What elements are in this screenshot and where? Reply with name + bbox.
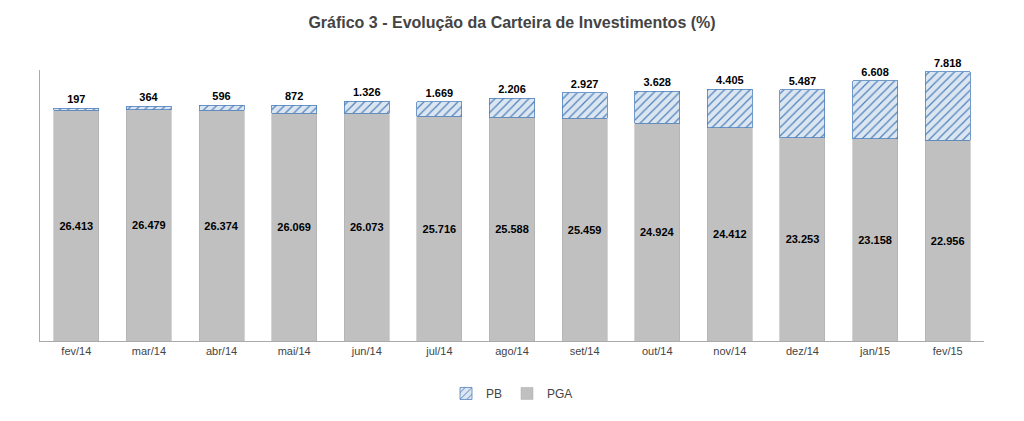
svg-text:fev/15: fev/15	[933, 345, 963, 357]
svg-text:ago/14: ago/14	[495, 345, 529, 357]
svg-text:3.628: 3.628	[643, 76, 671, 88]
svg-text:jul/14: jul/14	[425, 345, 452, 357]
svg-text:26.374: 26.374	[204, 220, 239, 232]
svg-text:23.158: 23.158	[858, 234, 892, 246]
svg-text:1.669: 1.669	[426, 87, 454, 99]
svg-text:PB: PB	[486, 387, 502, 401]
svg-text:PGA: PGA	[547, 387, 572, 401]
svg-text:25.716: 25.716	[423, 223, 457, 235]
svg-text:596: 596	[212, 90, 230, 102]
svg-text:364: 364	[139, 91, 158, 103]
svg-text:26.413: 26.413	[59, 220, 93, 232]
svg-text:fev/14: fev/14	[61, 345, 91, 357]
svg-text:set/14: set/14	[570, 345, 600, 357]
svg-text:22.956: 22.956	[931, 235, 965, 247]
svg-text:26.069: 26.069	[277, 221, 311, 233]
svg-text:25.588: 25.588	[495, 223, 529, 235]
svg-text:jan/15: jan/15	[859, 345, 890, 357]
svg-text:dez/14: dez/14	[786, 345, 819, 357]
svg-text:24.412: 24.412	[713, 228, 747, 240]
svg-text:26.479: 26.479	[132, 219, 166, 231]
svg-text:nov/14: nov/14	[713, 345, 746, 357]
svg-text:6.608: 6.608	[861, 66, 889, 78]
svg-text:out/14: out/14	[642, 345, 673, 357]
svg-text:abr/14: abr/14	[206, 345, 237, 357]
svg-text:mar/14: mar/14	[132, 345, 166, 357]
svg-text:26.073: 26.073	[350, 221, 384, 233]
svg-text:5.487: 5.487	[789, 75, 817, 87]
svg-text:4.405: 4.405	[716, 74, 744, 86]
svg-text:25.459: 25.459	[568, 224, 602, 236]
svg-text:1.326: 1.326	[353, 86, 381, 98]
svg-text:2.927: 2.927	[571, 78, 599, 90]
svg-text:jun/14: jun/14	[351, 345, 382, 357]
svg-text:24.924: 24.924	[640, 226, 675, 238]
svg-text:2.206: 2.206	[498, 83, 526, 95]
svg-text:197: 197	[67, 93, 85, 105]
svg-text:Gráfico 3 - Evolução da Cartei: Gráfico 3 - Evolução da Carteira de Inve…	[308, 14, 715, 31]
svg-text:7.818: 7.818	[934, 57, 962, 69]
svg-text:mai/14: mai/14	[278, 345, 311, 357]
svg-text:872: 872	[285, 90, 303, 102]
svg-text:23.253: 23.253	[786, 233, 820, 245]
